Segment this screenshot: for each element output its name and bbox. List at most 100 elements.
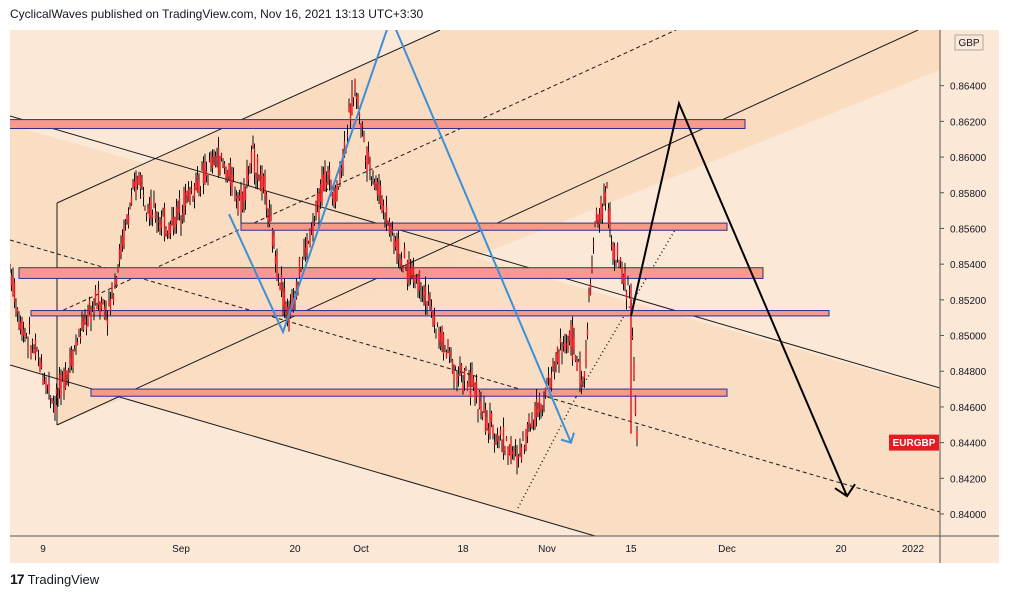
candle-body [636,430,638,440]
candle-body [375,180,377,185]
candle-body [499,429,502,436]
candle-body [540,403,542,410]
candle-body [300,267,302,270]
x-axis-strip [10,536,940,563]
candle-body [612,243,614,259]
candle-body [442,333,445,355]
candle-body [528,416,530,422]
candle-body [534,406,536,427]
candle-body [169,224,172,234]
candle-body [225,169,227,179]
symbol-tag-text: EURGBP [893,438,936,449]
candle-body [465,368,467,371]
candle-body [550,374,553,389]
candle-body [252,143,254,147]
candle-body [85,324,88,329]
candle-body [250,151,253,164]
candle-body [211,156,214,168]
candle-body [544,387,547,396]
candle-body [18,321,20,328]
candle-body [28,324,31,328]
candle-body [604,191,607,204]
candle-body [463,369,466,381]
candle-body [364,160,367,162]
y-tick-label: 0.85800 [950,189,987,200]
falling-upper-line [10,115,940,389]
candle-body [31,341,34,343]
candle-body [351,89,353,116]
candle-body [132,181,134,187]
candle-body [357,96,359,106]
tradingview-logo[interactable]: 17 TradingView [10,571,99,587]
candle-body [559,337,562,344]
candle-body [606,184,608,189]
candle-body [474,384,476,400]
candle-body [471,370,473,386]
candle-body [247,175,250,180]
candle-body [466,383,469,390]
y-axis-strip[interactable] [940,30,999,563]
candle-body [30,348,32,358]
candle-body [270,214,272,221]
candle-body [453,369,455,382]
currency-label: GBP [954,34,984,51]
candle-body [583,371,586,378]
candle-body [522,435,524,439]
candle-body [618,260,620,267]
candle-body [555,354,557,362]
candle-body [495,441,497,443]
zone-1 [10,119,746,130]
candle-body [505,437,508,441]
candle-body [576,361,578,371]
candle-body [97,289,100,305]
candle-body [327,172,329,175]
x-tick-label: 20 [289,544,301,555]
y-tick-label: 0.84200 [950,474,987,485]
candle-body [367,151,370,165]
candle-body [33,349,35,353]
blue-path-arrowhead [560,432,575,444]
candle-body [303,247,305,250]
candle-body [205,170,208,177]
candle-body [241,192,244,210]
candle-body [409,268,412,279]
candle-body [259,174,262,191]
candle-body [571,325,574,360]
candle-body [190,189,193,191]
candle-body [121,235,124,248]
candle-body [10,275,13,286]
candle-body [291,294,293,308]
candle-body [318,192,320,218]
candle-body [331,192,334,200]
candle-body [429,301,431,305]
candle-body [193,185,196,199]
candle-body [321,174,323,202]
x-tick-label: 9 [40,544,46,555]
candle-body [165,228,167,234]
candle-body [262,176,265,188]
candle-body [163,207,166,237]
candle-body [78,328,80,332]
channel-fills [10,30,940,536]
candle-body [447,339,449,350]
candle-body [421,296,424,298]
candle-body [396,239,398,254]
candle-body [328,169,331,181]
candle-body [187,188,190,202]
y-tick-label: 0.84000 [950,510,987,521]
candle-body [147,208,149,213]
candle-body [472,378,475,388]
candle-body [577,360,580,363]
candle-body [480,401,482,413]
candle-body [459,365,461,369]
candle-body [21,319,23,336]
candle-body [124,221,127,223]
x-axis: 9 Sep 20 Oct 18 Nov 15 Dec 20 2022 [40,544,924,555]
x-tick-label: 20 [835,544,847,555]
candle-body [219,156,221,171]
candle-body [610,244,613,246]
candle-body [58,373,61,390]
candle-body [123,224,125,245]
candle-body [478,391,481,409]
